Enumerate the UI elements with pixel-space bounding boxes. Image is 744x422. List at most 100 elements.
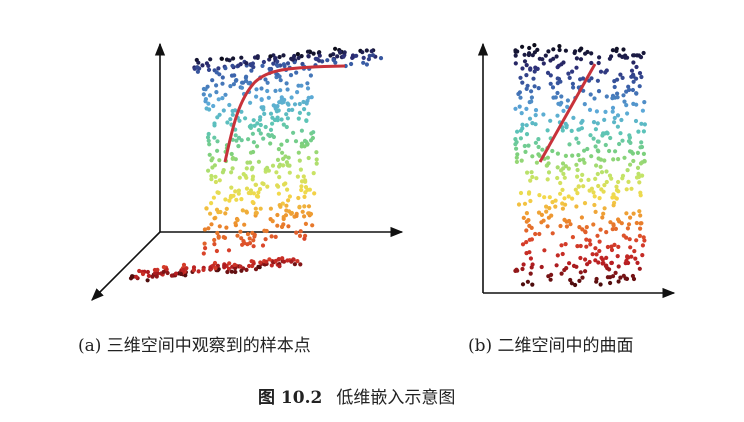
scatter-point: [583, 269, 588, 274]
scatter-point: [595, 139, 601, 144]
scatter-point: [592, 96, 597, 101]
scatter-point: [638, 226, 643, 231]
scatter-point: [612, 84, 617, 90]
scatter-point: [570, 81, 576, 86]
scatter-point: [354, 53, 359, 58]
scatter-point: [515, 152, 520, 157]
scatter-point: [233, 266, 238, 271]
scatter-point: [549, 213, 554, 218]
scatter-point: [249, 167, 254, 172]
scatter-point: [604, 94, 609, 99]
scatter-point: [253, 211, 258, 216]
scatter-point: [579, 178, 584, 183]
scatter-point: [550, 85, 556, 90]
scatter-point: [525, 279, 531, 284]
scatter-point: [216, 97, 221, 102]
scatter-point: [610, 105, 616, 110]
scatter-point: [630, 87, 636, 93]
scatter-point: [260, 243, 266, 248]
scatter-point: [574, 162, 579, 167]
scatter-point: [570, 196, 575, 201]
scatter-point: [208, 57, 213, 62]
scatter-point: [618, 131, 623, 136]
scatter-point: [214, 207, 220, 212]
scatter-point: [254, 194, 260, 199]
scatter-point: [341, 54, 346, 59]
scatter-point: [533, 108, 539, 113]
scatter-point: [134, 274, 139, 279]
scatter-point: [215, 148, 220, 153]
scatter-point: [545, 155, 551, 160]
scatter-point: [210, 78, 215, 83]
figure-number: 图 10.2: [258, 388, 323, 408]
scatter-point: [558, 223, 563, 229]
scatter-point: [350, 53, 356, 58]
scatter-point: [522, 143, 527, 149]
scatter-point: [624, 211, 629, 216]
scatter-point: [281, 53, 286, 58]
scatter-point: [562, 267, 567, 273]
scatter-point: [639, 144, 645, 150]
scatter-point: [615, 91, 620, 96]
scatter-point: [581, 76, 586, 81]
scatter-point: [515, 49, 520, 54]
scatter-point: [302, 204, 307, 209]
scatter-point: [235, 233, 240, 238]
scatter-point: [596, 149, 601, 154]
panel-a-points: [128, 46, 384, 283]
scatter-point: [603, 70, 608, 75]
scatter-point: [169, 273, 174, 278]
scatter-point: [270, 121, 275, 126]
scatter-point: [263, 77, 268, 82]
scatter-point: [299, 144, 304, 149]
scatter-point: [587, 259, 592, 265]
scatter-point: [631, 211, 636, 216]
scatter-point: [518, 95, 523, 100]
scatter-point: [596, 183, 601, 189]
scatter-point: [558, 102, 563, 107]
scatter-point: [638, 55, 644, 60]
scatter-point: [239, 197, 244, 202]
scatter-point: [204, 61, 209, 66]
scatter-point: [548, 118, 553, 123]
scatter-point: [524, 211, 530, 216]
scatter-point: [520, 282, 526, 287]
scatter-point: [528, 256, 534, 261]
scatter-point: [634, 220, 639, 226]
scatter-point: [255, 54, 260, 59]
scatter-point: [518, 190, 524, 196]
scatter-point: [349, 61, 354, 67]
scatter-point: [233, 78, 238, 83]
scatter-point: [603, 109, 608, 114]
scatter-point: [616, 157, 621, 162]
scatter-point: [574, 56, 580, 61]
scatter-point: [278, 78, 283, 83]
scatter-point: [294, 213, 299, 219]
scatter-point: [611, 203, 616, 208]
scatter-point: [210, 165, 215, 170]
scatter-point: [584, 244, 589, 249]
scatter-point: [247, 236, 252, 241]
panel-b-points: [513, 43, 648, 288]
scatter-point: [289, 259, 294, 264]
scatter-point: [545, 70, 551, 75]
scatter-point: [306, 155, 311, 161]
scatter-point: [216, 66, 221, 71]
scatter-point: [541, 112, 546, 117]
scatter-point: [233, 221, 238, 226]
scatter-point: [294, 70, 299, 75]
scatter-point: [527, 45, 532, 51]
scatter-point: [275, 59, 280, 64]
scatter-point: [238, 264, 243, 269]
scatter-point: [533, 122, 538, 127]
scatter-point: [517, 104, 522, 109]
scatter-point: [201, 251, 206, 256]
scatter-point: [310, 223, 315, 228]
scatter-point: [576, 140, 581, 145]
scatter-point: [574, 65, 579, 70]
scatter-point: [286, 102, 291, 107]
scatter-point: [577, 158, 582, 163]
scatter-point: [530, 174, 535, 180]
scatter-point: [604, 179, 609, 185]
scatter-point: [583, 51, 588, 56]
